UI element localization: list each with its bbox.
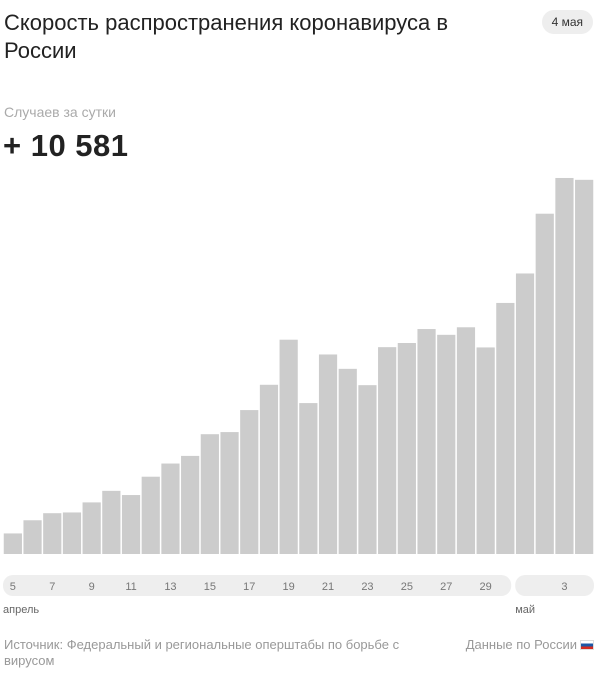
month-band-0 — [3, 575, 512, 596]
bar-apr-18 — [259, 384, 279, 554]
bar-apr-15 — [200, 434, 219, 554]
bar-apr-30 — [496, 302, 515, 554]
bar-may-1 — [515, 273, 535, 554]
tick-label-apr-13: 13 — [164, 581, 176, 593]
bar-may-3 — [555, 177, 574, 555]
bar-apr-24 — [378, 347, 397, 554]
tick-label-apr-17: 17 — [243, 581, 255, 593]
country-label: Данные по России — [465, 637, 577, 652]
tick-label-apr-21: 21 — [322, 581, 334, 593]
bar-apr-19 — [279, 339, 298, 554]
bar-apr-5 — [3, 533, 22, 554]
tick-label-apr-19: 19 — [283, 581, 295, 593]
bar-apr-13 — [161, 463, 180, 554]
bar-apr-23 — [358, 385, 377, 554]
bar-apr-11 — [121, 495, 141, 554]
bar-may-2 — [535, 213, 554, 554]
bar-apr-17 — [240, 410, 259, 554]
month-band-1 — [515, 575, 594, 596]
russia-flag-icon — [580, 640, 594, 650]
tick-label-apr-5: 5 — [10, 581, 16, 593]
tick-label-may-3: 3 — [561, 581, 567, 593]
bar-apr-9 — [82, 502, 101, 554]
tick-label-apr-9: 9 — [89, 581, 95, 593]
tick-label-apr-27: 27 — [440, 581, 452, 593]
bar-apr-25 — [397, 343, 416, 554]
bar-apr-7 — [43, 513, 62, 554]
bar-may-4 — [575, 179, 594, 554]
bar-apr-28 — [456, 327, 476, 554]
bar-apr-14 — [181, 455, 200, 554]
daily-cases-label: Случаев за сутки — [4, 104, 116, 120]
tick-label-apr-7: 7 — [49, 581, 55, 593]
bar-apr-22 — [338, 368, 357, 554]
country-note: Данные по России — [466, 637, 594, 653]
tick-label-apr-11: 11 — [125, 581, 136, 593]
bar-apr-10 — [102, 490, 121, 554]
source-note: Источник: Федеральный и региональные опе… — [4, 637, 400, 668]
bar-apr-20 — [299, 403, 318, 554]
daily-cases-value: + 10 581 — [3, 128, 129, 163]
tick-label-apr-29: 29 — [480, 581, 492, 593]
tick-label-apr-23: 23 — [361, 581, 373, 593]
bar-apr-12 — [141, 476, 160, 554]
bar-apr-26 — [417, 329, 436, 554]
bar-apr-8 — [62, 512, 82, 554]
bar-apr-29 — [476, 347, 495, 554]
bar-apr-27 — [437, 334, 456, 554]
date-badge: 4 мая — [541, 10, 593, 34]
bar-apr-6 — [23, 520, 42, 554]
bar-apr-16 — [220, 432, 239, 554]
bar-apr-21 — [318, 354, 338, 554]
month-label-1: май — [515, 604, 535, 616]
tick-label-apr-15: 15 — [204, 581, 216, 593]
month-label-0: апрель — [3, 604, 39, 616]
tick-label-apr-25: 25 — [401, 581, 413, 593]
page-title: Скорость распространения коронавируса в … — [4, 10, 449, 63]
